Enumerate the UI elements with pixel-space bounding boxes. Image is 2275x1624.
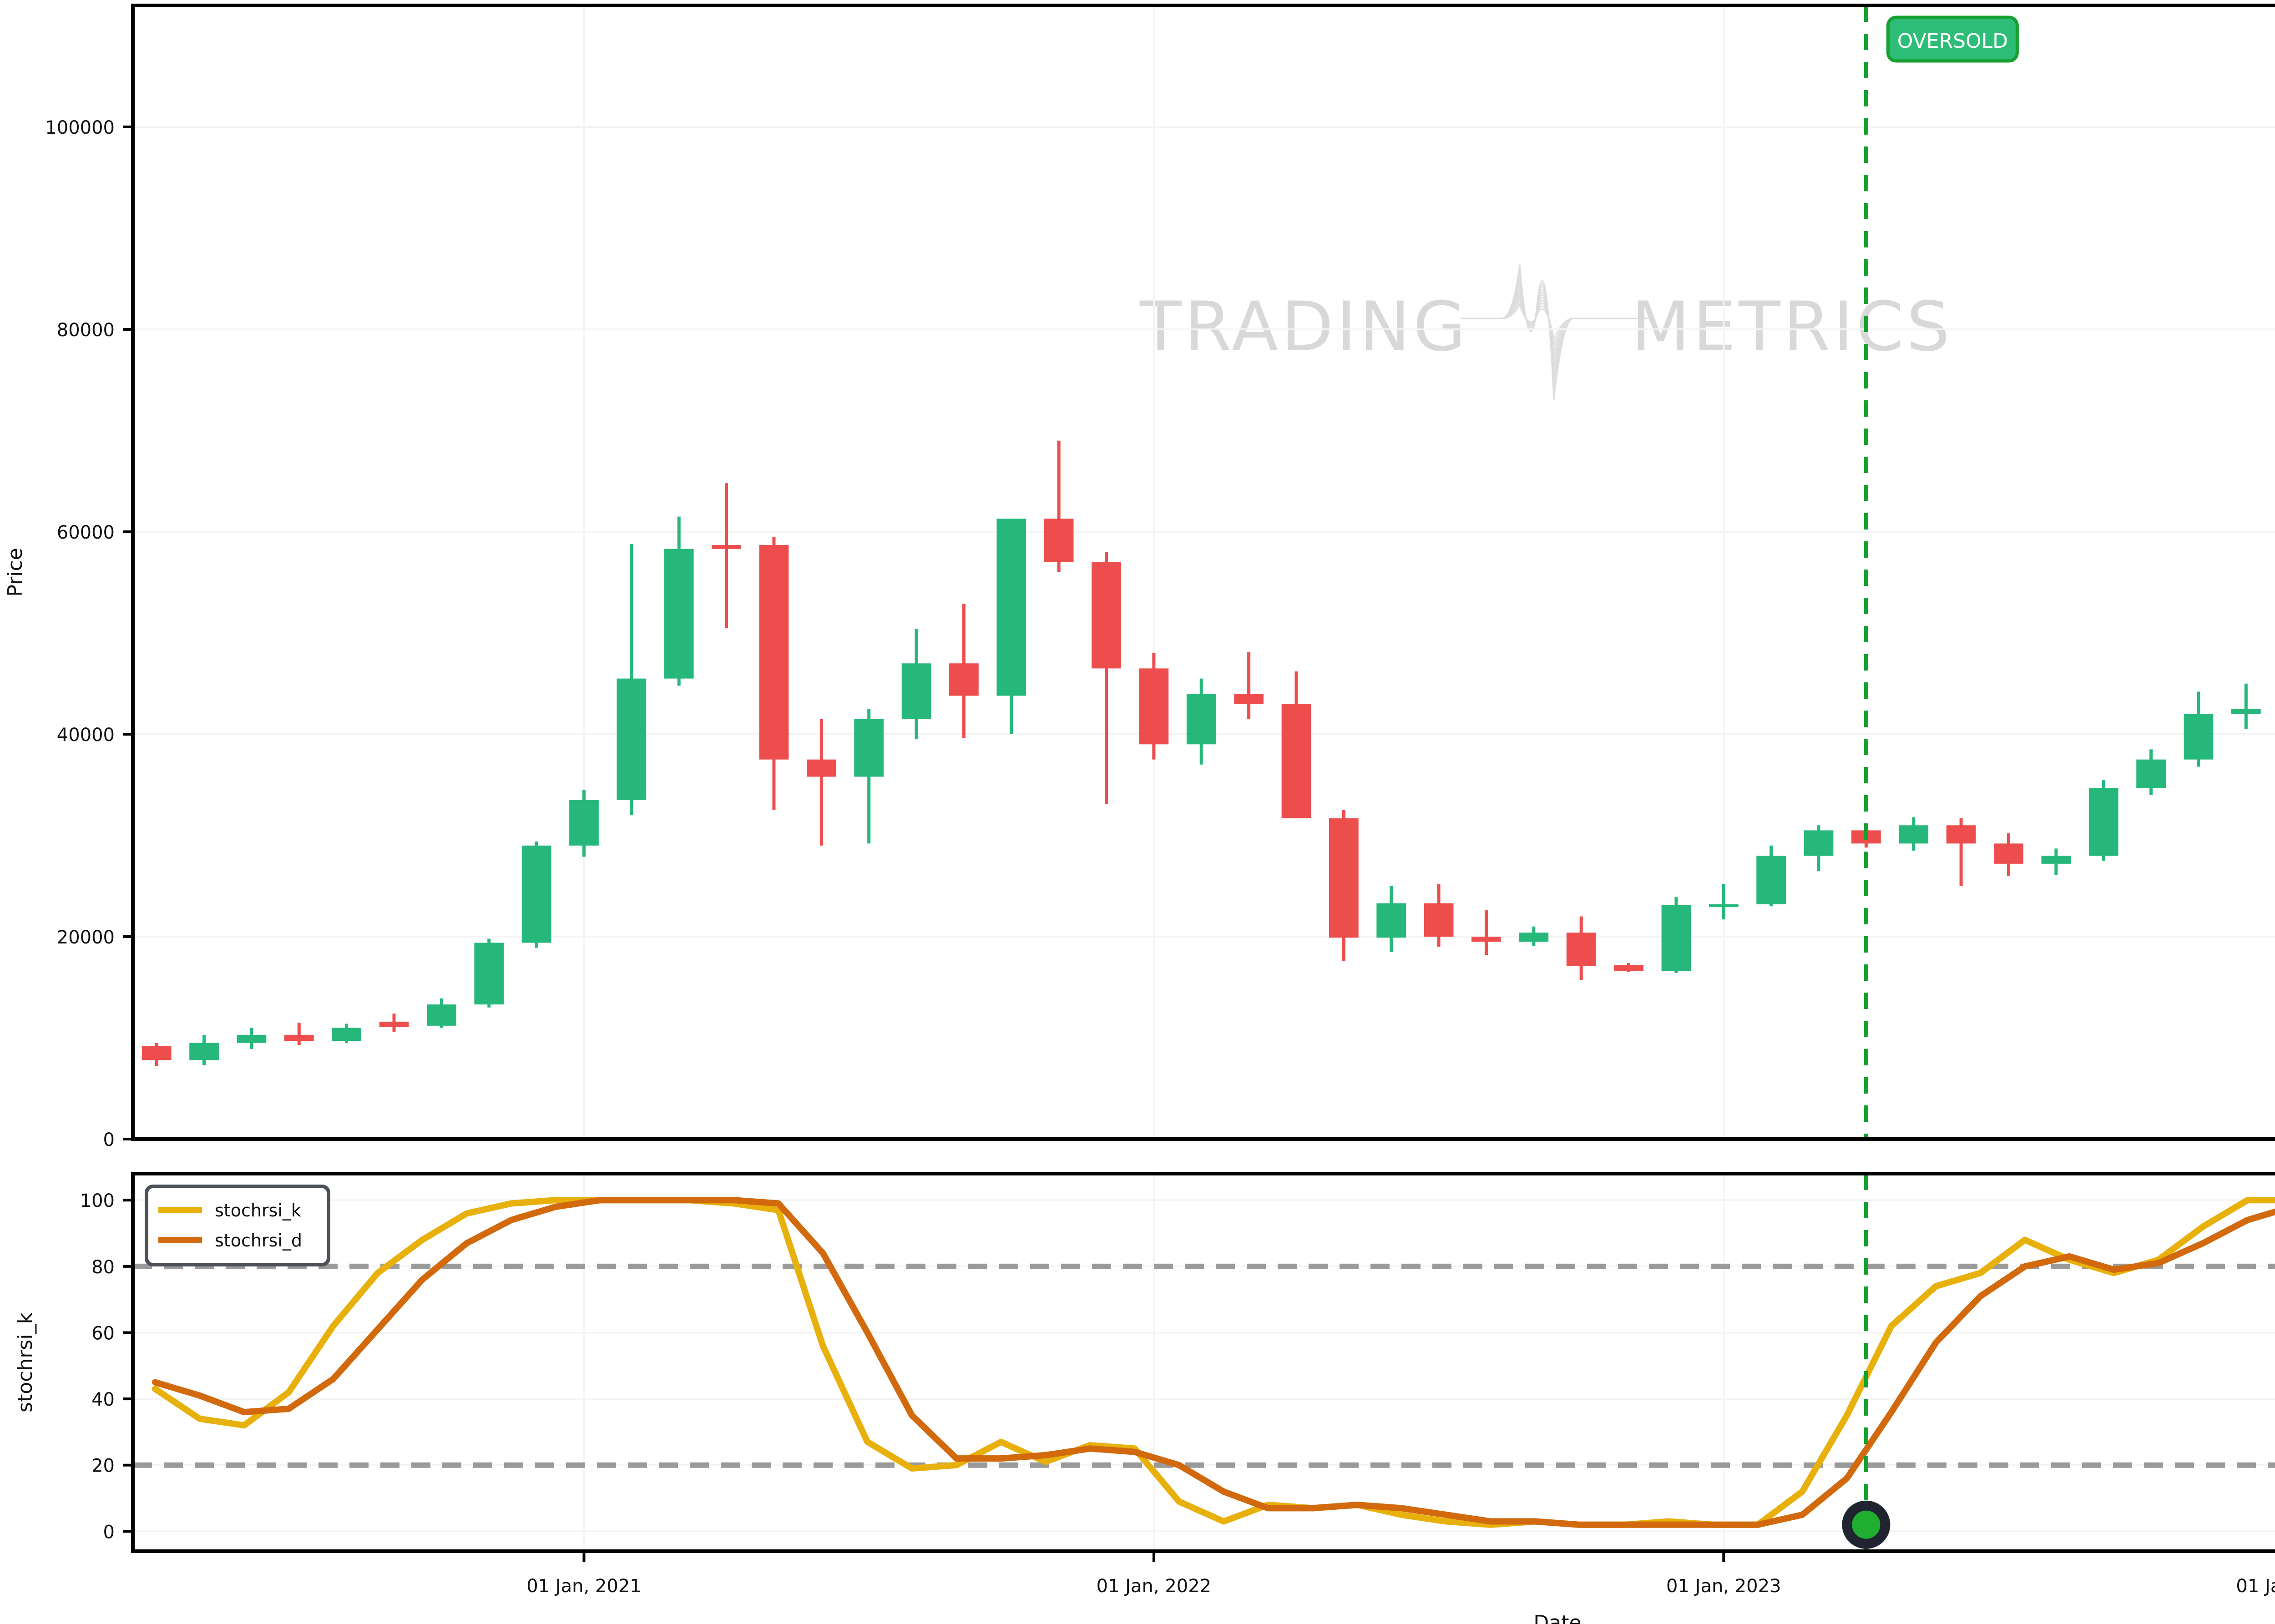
candle-body (617, 678, 647, 800)
date-xtick-label: 01 Jan, 2022 (1097, 1576, 1212, 1597)
indicator-legend: stochrsi_k stochrsi_d (145, 1185, 330, 1266)
candle-body (332, 1028, 362, 1041)
annotation-badge-label-oversold: OVERSOLD (1897, 30, 2008, 53)
candle-body (1471, 937, 1501, 942)
stochrsi-series (152, 1197, 2275, 1528)
candle-body (996, 519, 1026, 696)
price-ytick-label: 20000 (57, 927, 115, 948)
candle-body (759, 545, 789, 760)
candle-body (2136, 759, 2166, 788)
candle-body (1709, 904, 1739, 907)
candle-body (1804, 830, 1834, 856)
candle-body (806, 759, 836, 777)
candle-body (1519, 933, 1549, 942)
annotation-badge-box-oversold[interactable] (1886, 15, 2019, 63)
legend-label-stochrsi_k: stochrsi_k (215, 1200, 301, 1221)
candlestick-series (142, 440, 2261, 1066)
indicator-ytick-label: 20 (91, 1456, 115, 1477)
candle-body (237, 1034, 267, 1043)
price-ytick-label: 40000 (57, 725, 115, 746)
annotation-badge-oversold[interactable]: OVERSOLD (1886, 15, 2019, 63)
candle-body (427, 1004, 456, 1026)
candle-body (2184, 714, 2214, 760)
candle-body (1994, 843, 2023, 864)
date-axis-label: Date (1533, 1611, 1581, 1624)
indicator-axis-label: stochrsi_k (14, 1312, 37, 1412)
date-xtick-label: 01 Jan, 2024 (2236, 1576, 2275, 1597)
candle-body (1186, 694, 1216, 745)
price-ytick-label: 80000 (57, 320, 115, 341)
watermark (1461, 263, 1649, 401)
candle-body (1234, 694, 1264, 704)
indicator-panel-frame (131, 1172, 2275, 1553)
candle-body (142, 1046, 172, 1060)
price-ytick-label: 60000 (57, 522, 115, 543)
candle-body (1376, 903, 1406, 938)
candle-body (1092, 562, 1121, 669)
candle-body (1044, 519, 1074, 562)
candle-body (664, 549, 694, 679)
pulse-wave-icon (1461, 263, 1649, 401)
watermark-left-text: TRADING (1139, 287, 1469, 367)
signal-marker-oversold[interactable] (1842, 1500, 1891, 1549)
candle-body (2088, 787, 2118, 856)
candle-body (949, 663, 979, 696)
legend-box (145, 1185, 330, 1266)
candle-body (2041, 856, 2071, 864)
indicator-ytick-label: 40 (91, 1389, 115, 1410)
date-xtick-label: 01 Jan, 2023 (1666, 1576, 1781, 1597)
candle-body (1566, 933, 1596, 966)
candle-body (189, 1043, 219, 1060)
candle-body (901, 663, 931, 719)
candle-body (712, 545, 741, 549)
price-panel-frame (131, 4, 2275, 1141)
candle-body (1424, 903, 1454, 937)
candle-body (2231, 709, 2261, 714)
candle-body (474, 943, 504, 1005)
candle-body (1281, 704, 1311, 818)
indicator-ytick-label: 60 (91, 1323, 115, 1344)
price-ytick-label: 0 (103, 1130, 115, 1150)
candle-body (1661, 905, 1691, 971)
watermark-right-text: METRICS (1631, 287, 1952, 367)
candle-body (1329, 818, 1359, 938)
indicator-ytick-label: 100 (80, 1190, 115, 1211)
candle-body (1756, 856, 1786, 904)
candle-body (379, 1021, 409, 1027)
candle-body (1614, 965, 1643, 971)
candle-body (854, 719, 884, 777)
candle-body (284, 1034, 314, 1041)
indicator-ytick-label: 80 (91, 1257, 115, 1278)
indicator-ytick-label: 0 (103, 1522, 115, 1543)
price-axis-label: Price (4, 548, 27, 596)
candle-body (569, 800, 599, 846)
date-xtick-label: 01 Jan, 2021 (526, 1576, 642, 1597)
candle-body (1139, 668, 1169, 745)
candle-body (1946, 825, 1976, 844)
candle-body (1899, 825, 1929, 844)
candle-body (521, 845, 551, 943)
stochrsi-line-stochrsi_d (152, 1197, 2275, 1528)
legend-label-stochrsi_d: stochrsi_d (215, 1231, 302, 1251)
price-ytick-label: 100000 (45, 117, 115, 138)
